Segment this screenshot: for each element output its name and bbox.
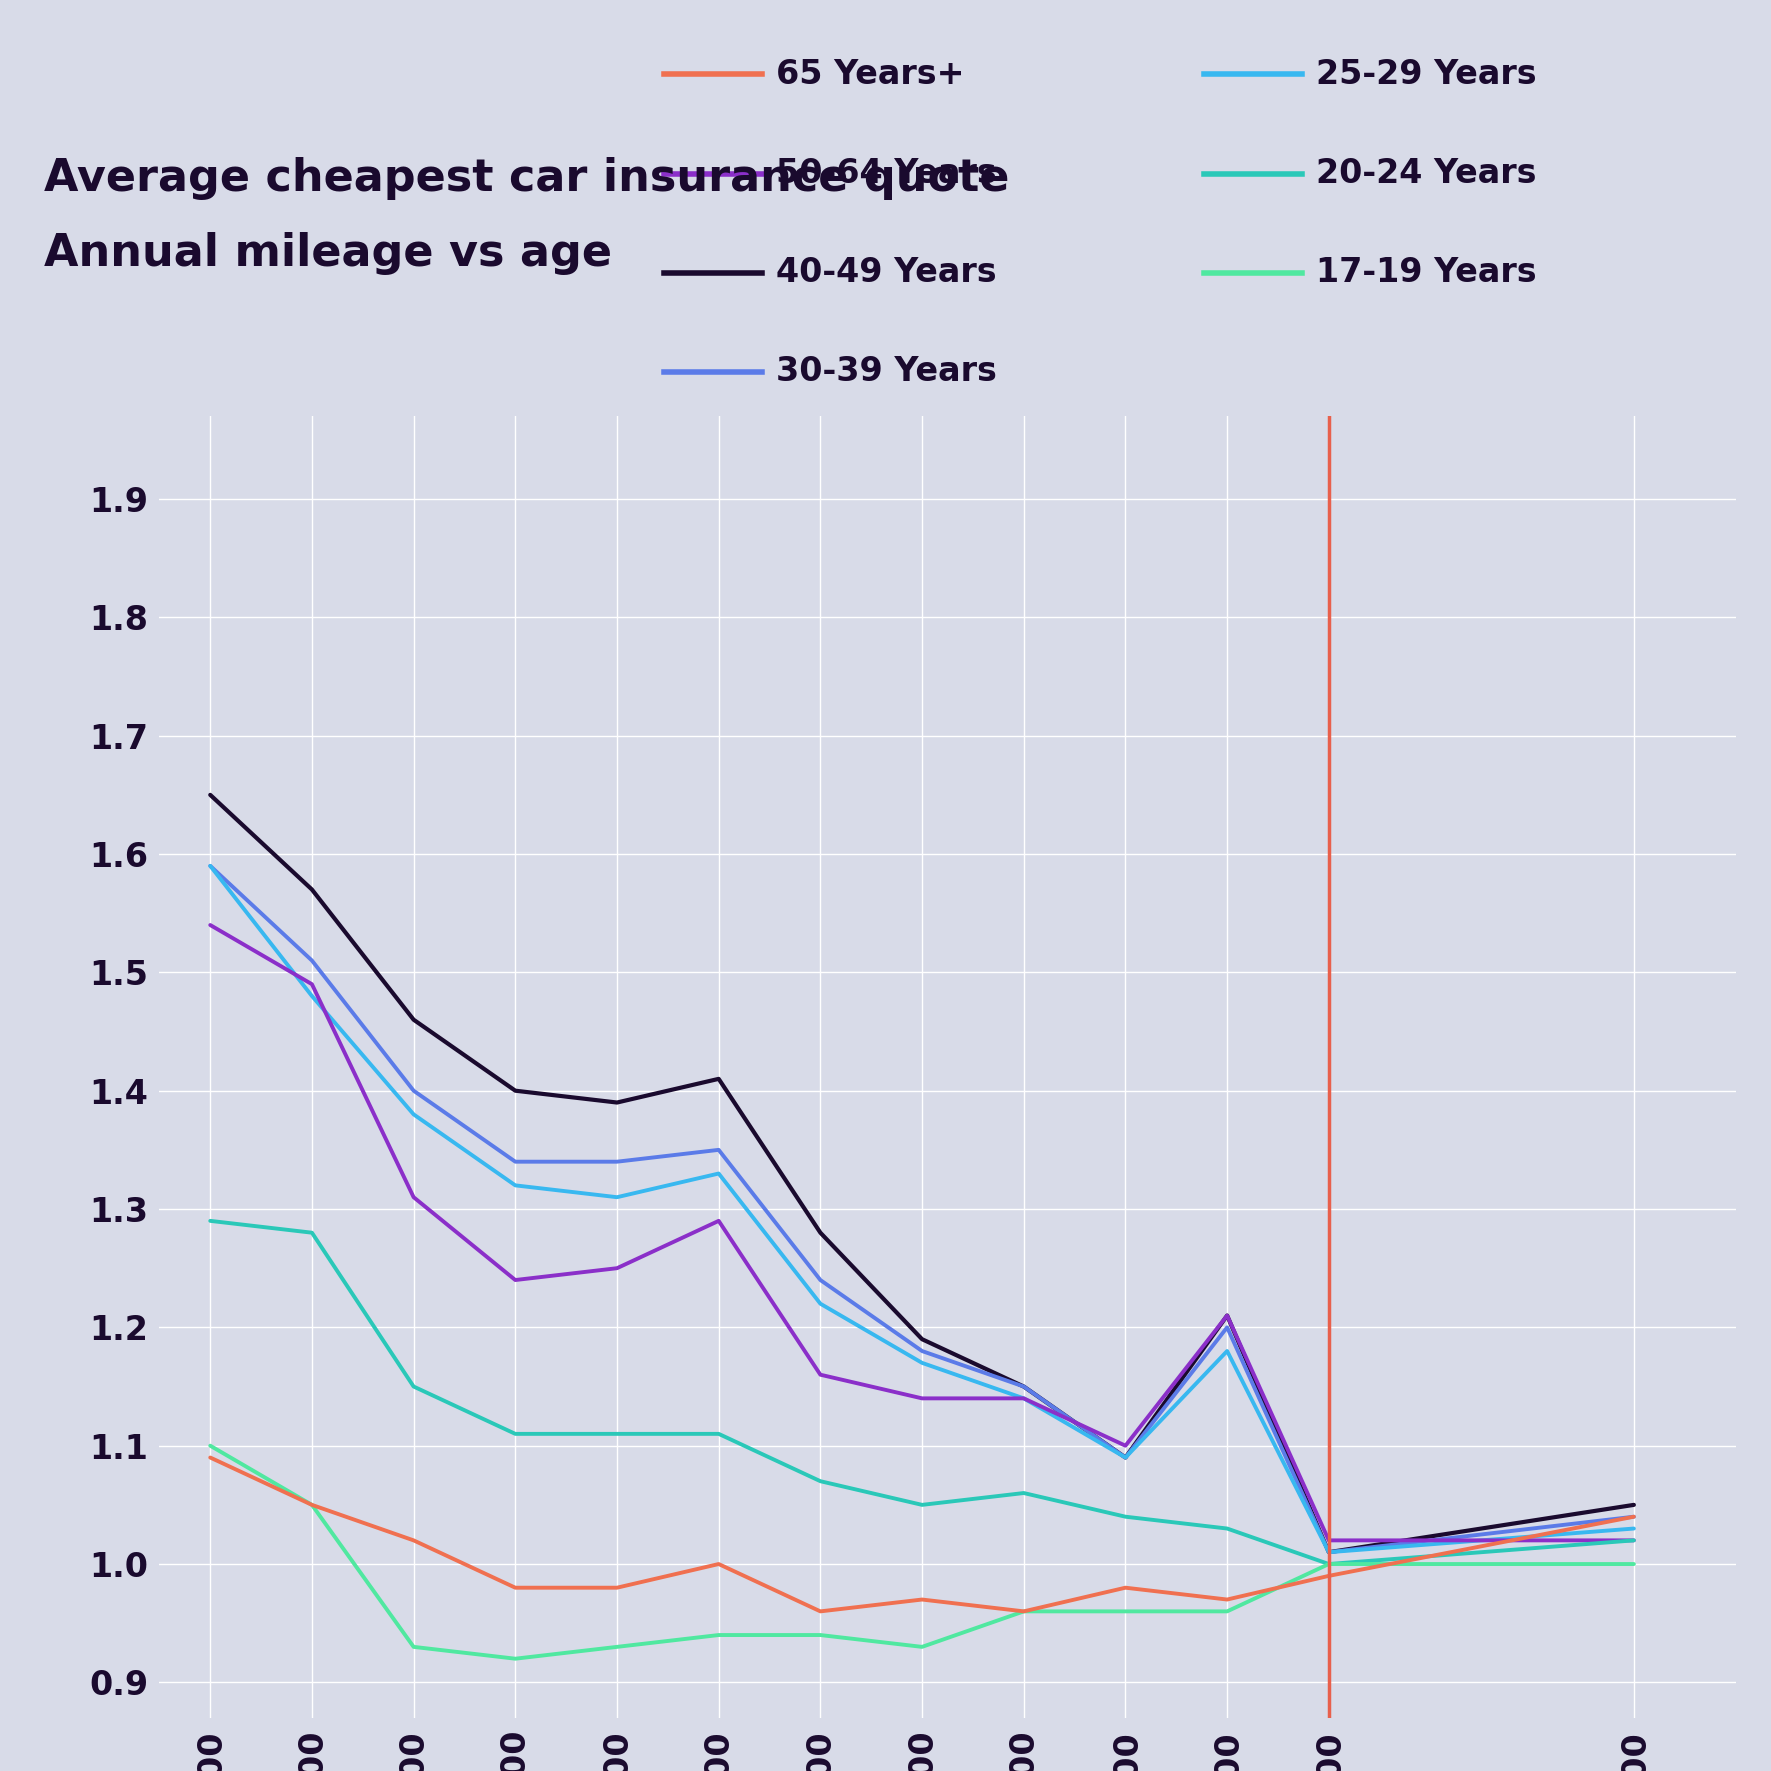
Text: 30-39 Years: 30-39 Years	[776, 356, 997, 388]
Text: 65 Years+: 65 Years+	[776, 58, 963, 90]
Text: 25-29 Years: 25-29 Years	[1316, 58, 1537, 90]
Text: 50-64 Years: 50-64 Years	[776, 158, 997, 189]
Text: Average cheapest car insurance quote: Average cheapest car insurance quote	[44, 158, 1009, 200]
Text: Annual mileage vs age: Annual mileage vs age	[44, 232, 613, 275]
Text: 17-19 Years: 17-19 Years	[1316, 257, 1537, 289]
Text: 20-24 Years: 20-24 Years	[1316, 158, 1537, 189]
Text: 40-49 Years: 40-49 Years	[776, 257, 997, 289]
